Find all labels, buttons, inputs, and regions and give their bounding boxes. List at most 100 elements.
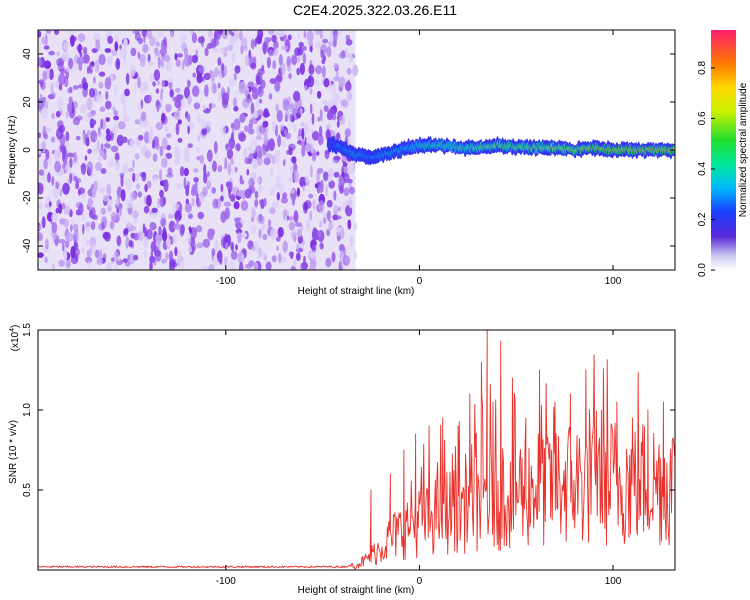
noise-speckle (67, 152, 75, 158)
noise-speckle (43, 45, 50, 50)
noise-speckle (174, 109, 181, 121)
noise-speckle (347, 178, 353, 184)
noise-speckle (276, 245, 279, 251)
noise-speckle (70, 246, 76, 259)
noise-speckle (146, 180, 152, 189)
noise-speckle (250, 138, 258, 148)
noise-speckle (286, 215, 290, 221)
noise-speckle (167, 167, 173, 176)
noise-speckle (288, 216, 295, 221)
noise-speckle (254, 240, 259, 252)
noise-speckle (38, 169, 45, 176)
noise-speckle (123, 114, 131, 123)
noise-speckle (266, 56, 271, 69)
noise-speckle (232, 97, 237, 108)
noise-speckle (112, 106, 116, 112)
noise-speckle (246, 168, 250, 176)
noise-speckle (100, 207, 107, 215)
noise-speckle (316, 151, 320, 156)
noise-speckle (301, 145, 306, 157)
noise-speckle (309, 45, 313, 53)
spectrogram-y-tick-label: -20 (22, 190, 33, 205)
noise-speckle (245, 97, 253, 103)
noise-speckle (177, 149, 181, 162)
noise-speckle (166, 133, 172, 138)
noise-speckle (258, 184, 263, 194)
noise-speckle (309, 251, 316, 259)
noise-speckle (333, 63, 339, 69)
noise-speckle (154, 250, 161, 257)
noise-speckle (71, 101, 74, 114)
noise-speckle (55, 127, 64, 140)
noise-speckle (39, 93, 43, 102)
noise-speckle (198, 65, 205, 73)
noise-speckle (288, 177, 292, 183)
noise-speckle (321, 58, 326, 65)
noise-speckle (133, 254, 139, 261)
noise-speckle (282, 99, 290, 111)
noise-speckle (196, 113, 202, 124)
noise-speckle (204, 47, 209, 57)
noise-speckle (346, 67, 352, 75)
noise-speckle (80, 193, 87, 199)
noise-speckle (255, 177, 261, 184)
noise-speckle (105, 100, 112, 110)
noise-speckle (212, 160, 217, 172)
chart-title: C2E4.2025.322.03.26.E11 (293, 2, 457, 18)
noise-speckle (257, 68, 265, 76)
noise-speckle (174, 87, 181, 93)
noise-speckle (343, 187, 350, 197)
noise-speckle (287, 64, 291, 73)
noise-speckle (322, 171, 329, 182)
noise-speckle (333, 75, 341, 82)
noise-speckle (176, 182, 182, 190)
noise-speckle (114, 262, 118, 270)
noise-speckle (271, 34, 277, 43)
noise-speckle (306, 30, 314, 42)
noise-speckle (322, 38, 329, 44)
noise-speckle (83, 81, 89, 91)
spectrogram-x-label: Height of straight line (km) (298, 286, 415, 297)
snr-x-tick-label: 0 (417, 576, 423, 587)
noise-speckle (319, 108, 323, 122)
noise-speckle (43, 60, 52, 69)
colorbar-tick-label: 0.6 (697, 111, 708, 125)
noise-speckle (263, 197, 267, 207)
noise-speckle (348, 196, 353, 209)
noise-speckle (142, 43, 149, 54)
noise-speckle (73, 175, 78, 182)
noise-speckle (123, 103, 127, 117)
noise-speckle (155, 99, 160, 107)
noise-speckle (228, 260, 235, 270)
noise-speckle (293, 257, 297, 268)
noise-speckle (168, 82, 173, 90)
noise-speckle (252, 158, 257, 170)
noise-speckle (190, 227, 197, 240)
noise-speckle (157, 80, 160, 86)
noise-speckle (136, 103, 142, 110)
noise-speckle (51, 221, 58, 234)
noise-speckle (308, 193, 314, 199)
noise-speckle (44, 256, 48, 264)
noise-speckle (297, 46, 304, 56)
spectrogram-y-ticks: -40 -20 0 20 40 (22, 48, 675, 253)
noise-speckle (251, 90, 259, 100)
noise-speckle (256, 75, 261, 85)
noise-speckle (241, 253, 245, 263)
noise-speckle (275, 149, 281, 157)
noise-speckle (213, 141, 218, 154)
noise-speckle (333, 155, 341, 161)
noise-speckle (296, 187, 300, 197)
noise-speckle (59, 68, 66, 75)
noise-speckle (123, 228, 129, 235)
noise-speckle (150, 250, 154, 263)
noise-speckle (163, 36, 167, 46)
noise-speckle (346, 91, 353, 101)
noise-speckle (284, 129, 288, 137)
noise-speckle (310, 103, 313, 115)
noise-speckle (41, 141, 46, 153)
noise-speckle (159, 169, 162, 181)
noise-speckle (105, 128, 111, 135)
noise-speckle (72, 223, 79, 231)
noise-speckle (256, 135, 263, 141)
